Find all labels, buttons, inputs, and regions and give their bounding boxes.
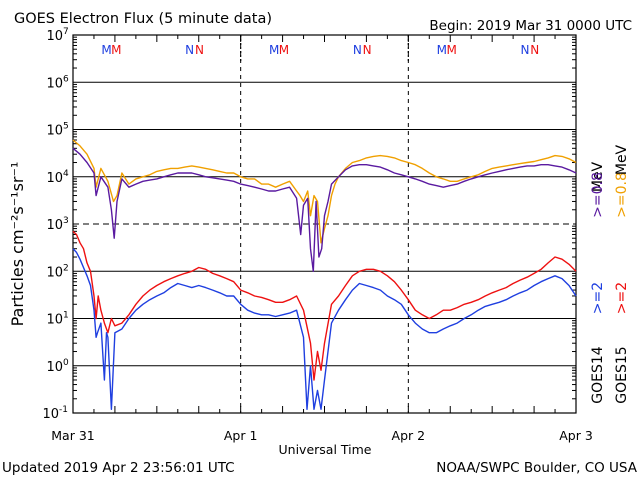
chart-title: GOES Electron Flux (5 minute data): [14, 11, 272, 27]
y-tick-exponent: 1: [63, 311, 69, 321]
series-goes15_2: [72, 230, 577, 381]
marker-n: N: [185, 43, 194, 57]
marker-m: M: [269, 43, 279, 57]
legend-label: >=2: [590, 282, 606, 314]
updated-timestamp: Updated 2019 Apr 2 23:56:01 UTC: [2, 460, 235, 476]
y-tick-exponent: 2: [63, 263, 69, 273]
series-goes14_08: [72, 147, 577, 272]
legend-label: >=0.8: [590, 172, 606, 218]
legend-label: GOES15: [614, 346, 630, 403]
legend-label: >=0.8: [614, 172, 630, 218]
x-tick-label: Apr 3: [559, 428, 593, 443]
marker-m: M: [446, 43, 456, 57]
legend-label: >=2: [614, 282, 630, 314]
y-tick-exponent: 7: [63, 27, 69, 37]
credit-label: NOAA/SWPC Boulder, CO USA: [436, 460, 638, 476]
x-tick-label: Apr 2: [392, 428, 426, 443]
x-tick-label: Mar 31: [51, 428, 94, 443]
y-axis-label: Particles cm⁻²s⁻¹sr⁻¹: [8, 162, 27, 327]
series-lines: [72, 139, 577, 410]
x-axis-label: Universal Time: [279, 442, 372, 457]
x-axis-ticks: Mar 31 Apr 1 Apr 2 Apr 3: [51, 35, 593, 443]
y-tick-exponent: 0: [63, 358, 69, 368]
y-tick-exponent: 5: [63, 122, 69, 132]
marker-m: M: [437, 43, 447, 57]
grid-lines: [73, 35, 576, 413]
series-goes15_08: [72, 139, 577, 244]
y-tick-exponent: -1: [59, 405, 68, 415]
marker-n: N: [353, 43, 362, 57]
y-tick-exponent: 3: [63, 216, 69, 226]
y-tick-label: 10: [46, 29, 63, 44]
legend-label: GOES14: [590, 346, 606, 404]
x-tick-label: Apr 1: [224, 428, 258, 443]
marker-n: N: [195, 43, 204, 57]
y-tick-exponent: 6: [63, 74, 69, 84]
y-tick-label: 10: [46, 218, 63, 233]
y-tick-label: 10: [46, 124, 63, 139]
marker-n: N: [530, 43, 539, 57]
y-tick-label: 10: [46, 313, 63, 328]
legend-label: MeV: [590, 161, 606, 192]
marker-m: M: [111, 43, 121, 57]
legend-label: MeV: [614, 144, 630, 175]
y-tick-label: 10: [46, 171, 63, 186]
y-tick-label: 10: [46, 265, 63, 280]
y-tick-label: 10: [46, 360, 63, 375]
marker-n: N: [363, 43, 372, 57]
marker-m: M: [279, 43, 289, 57]
marker-n: N: [521, 43, 530, 57]
begin-date-label: Begin: 2019 Mar 31 0000 UTC: [429, 18, 632, 34]
y-tick-exponent: 4: [63, 169, 69, 179]
series-goes14_2: [72, 248, 577, 410]
y-tick-label: 10: [46, 76, 63, 91]
y-tick-label: 10: [42, 407, 59, 422]
marker-m: M: [101, 43, 111, 57]
